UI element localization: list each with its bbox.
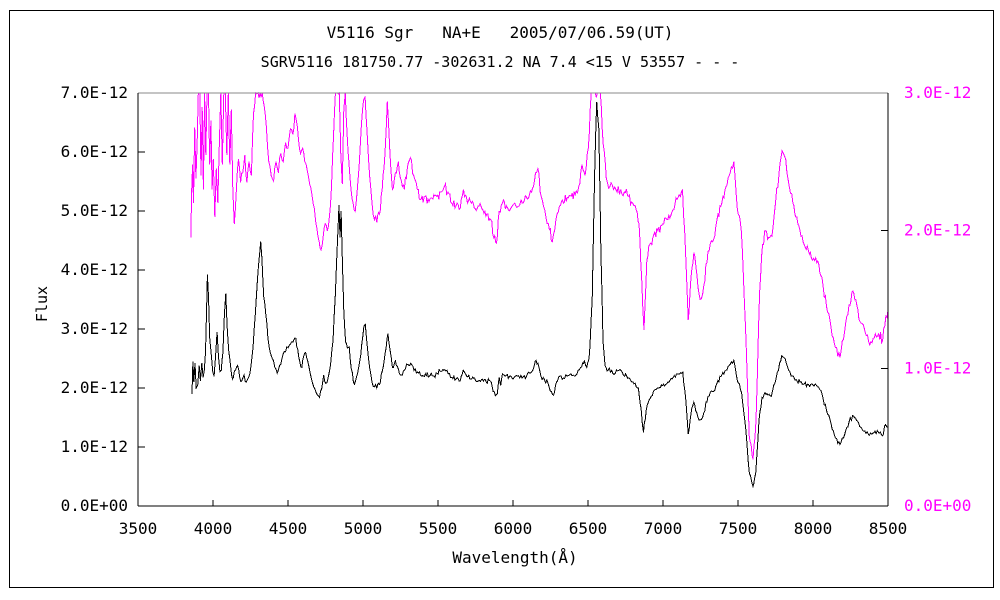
chart-subtitle: SGRV5116 181750.77 -302631.2 NA 7.4 <15 … [260, 53, 740, 71]
x-tick-label: 6000 [494, 519, 533, 538]
x-tick-label: 5000 [344, 519, 383, 538]
y-tick-label-left: 5.0E-12 [61, 201, 128, 220]
x-tick-label: 8500 [869, 519, 908, 538]
x-tick-label: 4000 [194, 519, 233, 538]
x-tick-label: 3500 [119, 519, 158, 538]
y-tick-label-left: 3.0E-12 [61, 319, 128, 338]
x-tick-label: 6500 [569, 519, 608, 538]
x-tick-label: 7000 [644, 519, 683, 538]
y-tick-label-left: 7.0E-12 [61, 83, 128, 102]
x-tick-label: 8000 [794, 519, 833, 538]
y-tick-label-right: 2.0E-12 [904, 221, 971, 240]
chart-title: V5116 Sgr NA+E 2005/07/06.59(UT) [326, 23, 674, 42]
x-tick-label: 7500 [719, 519, 758, 538]
y-tick-label-left: 6.0E-12 [61, 142, 128, 161]
spectrum-line-black [191, 101, 888, 489]
spectrum-line-magenta [190, 91, 889, 460]
y-tick-label-right: 0.0E+00 [904, 496, 971, 515]
x-tick-label: 5500 [419, 519, 458, 538]
y-tick-label-left: 0.0E+00 [61, 496, 128, 515]
y-tick-label-left: 1.0E-12 [61, 437, 128, 456]
y-tick-label-right: 3.0E-12 [904, 83, 971, 102]
x-tick-label: 4500 [269, 519, 308, 538]
y-tick-label-left: 2.0E-12 [61, 378, 128, 397]
x-axis-label-wavelength: Wavelength(Å) [452, 548, 578, 567]
y-tick-label-left: 4.0E-12 [61, 260, 128, 279]
figure-border [9, 10, 994, 588]
y-tick-label-right: 1.0E-12 [904, 358, 971, 377]
